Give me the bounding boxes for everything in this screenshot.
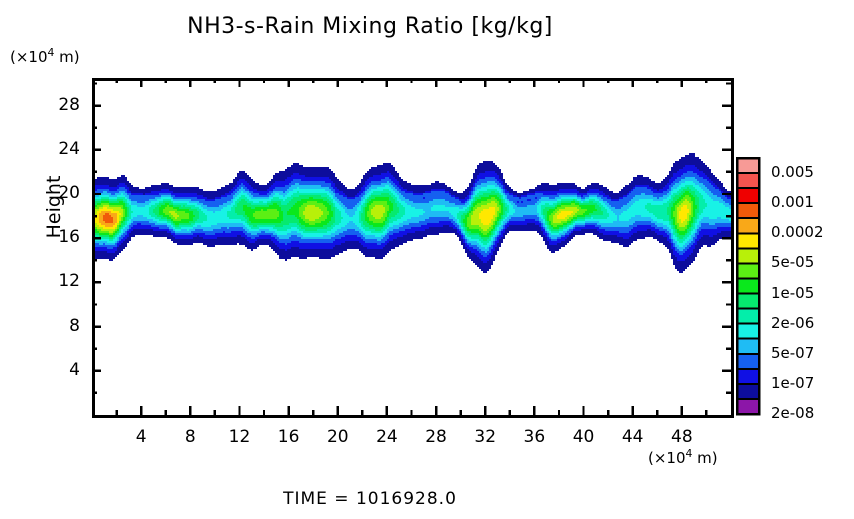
y-tick-label: 16 [58, 227, 80, 248]
y-tick-label: 12 [58, 271, 80, 292]
x-tick-label: 28 [425, 427, 447, 447]
colorbar-tick-label: 0.0002 [771, 223, 824, 242]
y-tick-label: 4 [69, 359, 80, 380]
x-tick-label: 12 [228, 427, 251, 447]
time-readout: TIME = 1016928.0 [283, 489, 457, 509]
x-tick-label: 36 [523, 427, 546, 447]
y-tick-label: 20 [58, 183, 80, 204]
colorbar-tick-label: 1e-05 [771, 283, 815, 302]
x-tick-label: 40 [572, 427, 595, 447]
colorbar-tick-label: 0.005 [771, 163, 814, 182]
x-tick-label: 24 [376, 427, 398, 447]
colorbar-tick-label: 1e-07 [771, 373, 815, 392]
x-tick-label: 8 [184, 427, 196, 447]
x-tick-label: 32 [474, 427, 497, 447]
x-tick-label: 20 [326, 427, 349, 447]
colorbar-tick-label: 0.001 [771, 193, 814, 212]
y-tick-label: 8 [69, 315, 80, 336]
x-tick-label: 16 [277, 427, 300, 447]
colorbar-tick-label: 5e-05 [771, 253, 815, 272]
x-tick-label: 4 [135, 427, 147, 447]
colorbar-tick-label: 2e-06 [771, 313, 815, 332]
colorbar-tick-label: 2e-08 [771, 404, 815, 422]
x-tick-label: 48 [671, 427, 693, 447]
x-axis-unit-label: (×104 m) [648, 447, 718, 467]
y-tick-label: 28 [58, 94, 80, 115]
colorbar-tick-label: 5e-07 [771, 343, 815, 362]
page-title: NH3-s-Rain Mixing Ratio [kg/kg] [187, 14, 553, 39]
x-tick-label: 44 [621, 427, 644, 447]
y-axis-unit-label: (×104 m) [10, 46, 80, 66]
y-tick-label: 24 [58, 138, 80, 159]
